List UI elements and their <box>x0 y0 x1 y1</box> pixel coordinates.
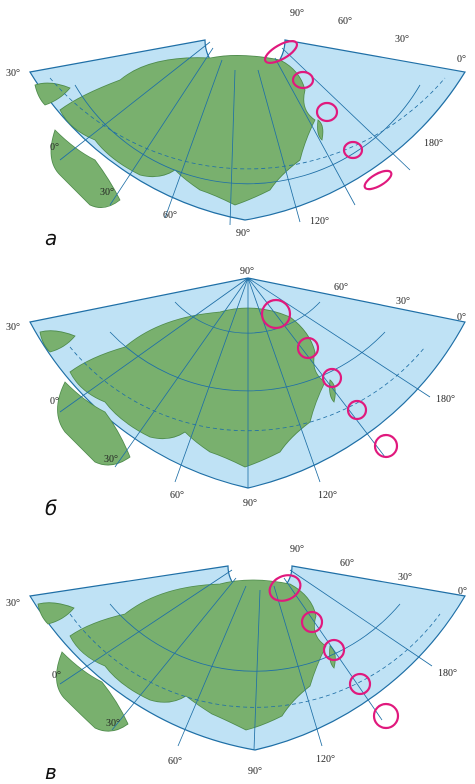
land-eurasia <box>69 307 326 468</box>
parallels <box>49 77 446 185</box>
land-americas <box>37 602 75 625</box>
label-lat-0: 0° <box>458 586 467 597</box>
land-africa <box>57 381 131 466</box>
label-lat-30: 30° <box>395 34 409 45</box>
marker-circle-3 <box>322 638 346 662</box>
label-lat-30: 30° <box>398 572 412 583</box>
panel-label-c: в <box>45 760 57 784</box>
label-lon-120: 120° <box>310 216 329 227</box>
land-japan <box>317 119 324 141</box>
label-lon-0: 0° <box>50 396 59 407</box>
panel-label-a: а <box>45 226 58 250</box>
marker-circle-4 <box>346 399 368 421</box>
label-lon-180: 180° <box>424 138 443 149</box>
panel-label-b: б <box>45 496 58 520</box>
land-africa <box>50 129 121 208</box>
land-africa <box>56 651 129 732</box>
distortion-markers <box>268 574 400 730</box>
conic-map-c: 90° 60° 30° 0° 30° 0° 30° 60° 90° 120° 1… <box>6 544 467 777</box>
marker-ellipse-4 <box>342 140 364 160</box>
label-lon-0: 0° <box>50 142 59 153</box>
label-lon-30: 30° <box>106 718 120 729</box>
label-lat-60: 60° <box>338 16 352 27</box>
conic-map-a: 90° 60° 30° 0° 30° 0° 30° 60° 90° 120° 1… <box>6 8 466 239</box>
map-panel-a: 90° 60° 30° 0° 30° 0° 30° 60° 90° 120° 1… <box>0 0 475 260</box>
land-japan <box>329 379 336 403</box>
distortion-markers <box>263 40 393 191</box>
distortion-markers <box>260 298 399 459</box>
marker-circle-5 <box>372 702 400 730</box>
label-lon-120: 120° <box>316 754 335 765</box>
marker-circle-3 <box>321 367 343 389</box>
label-lon-60: 60° <box>170 490 184 501</box>
label-lon-30: 30° <box>104 454 118 465</box>
label-lon-180: 180° <box>438 668 457 679</box>
marker-ellipse-1 <box>263 40 299 64</box>
land-americas <box>34 82 71 106</box>
label-lon-90: 90° <box>248 766 262 777</box>
marker-circle-2 <box>300 610 324 634</box>
label-lat-90: 90° <box>290 544 304 555</box>
label-lon-60: 60° <box>168 756 182 767</box>
land-eurasia <box>69 579 327 731</box>
label-lon-0: 0° <box>52 670 61 681</box>
label-lon-90: 90° <box>236 228 250 239</box>
marker-ellipse-1 <box>268 574 302 602</box>
label-lon-120: 120° <box>318 490 337 501</box>
label-lat-0: 0° <box>457 54 466 65</box>
label-lon-30: 30° <box>100 187 114 198</box>
label-lon-90: 90° <box>243 498 257 509</box>
label-lon-30w: 30° <box>6 598 20 609</box>
label-lat-90: 90° <box>290 8 304 19</box>
map-panel-b: 90° 60° 30° 0° 30° 0° 30° 60° 90° 120° 1… <box>0 262 475 522</box>
label-lat-90: 90° <box>240 266 254 277</box>
conic-map-b: 90° 60° 30° 0° 30° 0° 30° 60° 90° 120° 1… <box>6 266 466 509</box>
land-americas <box>39 330 76 353</box>
marker-circle-5 <box>373 433 399 459</box>
map-panel-c: 90° 60° 30° 0° 30° 0° 30° 60° 90° 120° 1… <box>0 524 475 784</box>
label-lat-0: 0° <box>457 312 466 323</box>
marker-circle-4 <box>348 672 372 696</box>
label-lon-30w: 30° <box>6 68 20 79</box>
label-lon-60: 60° <box>163 210 177 221</box>
meridians <box>59 41 411 226</box>
marker-ellipse-5 <box>363 169 393 191</box>
marker-ellipse-2 <box>291 70 315 90</box>
label-lat-60: 60° <box>340 558 354 569</box>
label-lon-30w: 30° <box>6 322 20 333</box>
label-lon-180: 180° <box>436 394 455 405</box>
label-lat-30: 30° <box>396 296 410 307</box>
parallels <box>69 603 441 708</box>
marker-ellipse-3 <box>315 101 339 123</box>
label-lat-60: 60° <box>334 282 348 293</box>
marker-circle-2 <box>296 336 320 360</box>
marker-circle-1 <box>260 298 292 330</box>
meridians <box>59 277 431 488</box>
parallels <box>69 301 426 432</box>
